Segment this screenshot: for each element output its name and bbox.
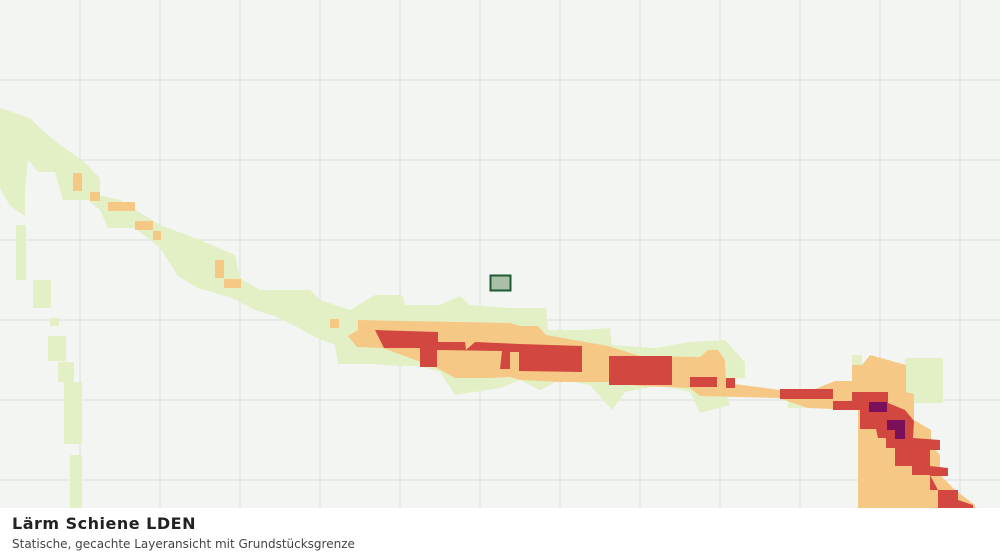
noise-high [375,330,973,508]
parcel-boundary [489,274,512,292]
noise-very-high [869,402,905,439]
map-title: Lärm Schiene LDEN [12,514,196,533]
map-subtitle: Statische, gecachte Layeransicht mit Gru… [12,537,355,551]
caption: Lärm Schiene LDEN Statische, gecachte La… [0,508,1000,560]
